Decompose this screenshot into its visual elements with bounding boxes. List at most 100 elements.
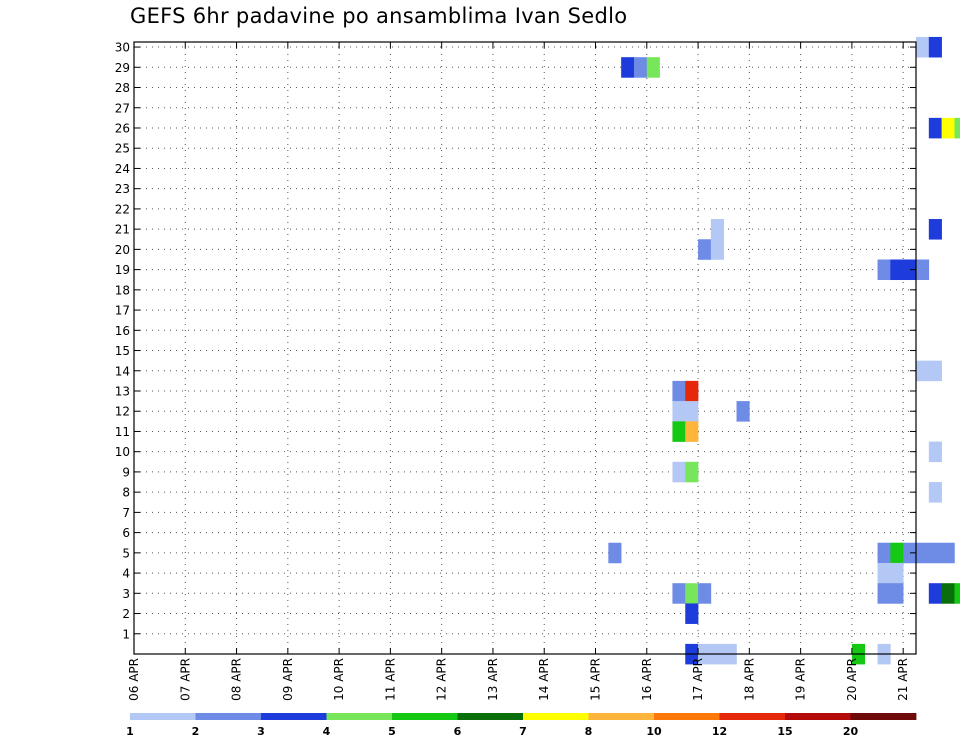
precip-cell bbox=[698, 583, 712, 604]
x-tick-label: 11 APR bbox=[383, 658, 397, 701]
precip-cell bbox=[941, 542, 955, 564]
colorbar-label: 8 bbox=[585, 725, 593, 738]
y-tick-label: 27 bbox=[115, 101, 130, 115]
y-tick-label: 24 bbox=[115, 162, 130, 176]
x-tick-label: 13 APR bbox=[486, 658, 500, 701]
colorbar-swatch bbox=[326, 713, 393, 720]
precip-cell bbox=[928, 482, 942, 503]
precip-cell bbox=[916, 36, 930, 58]
x-tick-label: 09 APR bbox=[281, 658, 295, 701]
precip-cell bbox=[685, 380, 699, 402]
x-tick-label: 10 APR bbox=[332, 658, 346, 701]
colorbar: 1 2 3 4 5 6 7 8 10 12 15 20 bbox=[126, 713, 917, 738]
y-tick-label: 19 bbox=[115, 263, 130, 277]
colorbar-label: 20 bbox=[843, 725, 859, 738]
precip-cell bbox=[633, 57, 648, 78]
y-tick-label: 7 bbox=[122, 506, 130, 520]
precip-cell bbox=[672, 401, 686, 422]
precip-cell bbox=[877, 562, 891, 584]
x-tick-label: 18 APR bbox=[742, 658, 756, 701]
precip-cell bbox=[672, 421, 686, 442]
colorbar-swatch bbox=[588, 713, 655, 720]
y-axis: 1234567891011121314151617181920212223242… bbox=[115, 41, 916, 641]
y-tick-label: 5 bbox=[122, 546, 130, 560]
plot-frame bbox=[133, 41, 917, 655]
precip-cell bbox=[685, 461, 699, 483]
y-tick-label: 16 bbox=[115, 324, 130, 338]
precip-cell bbox=[928, 36, 942, 58]
y-tick-label: 3 bbox=[122, 587, 130, 601]
precip-cell bbox=[710, 219, 725, 240]
precip-cell bbox=[877, 259, 891, 281]
y-tick-label: 10 bbox=[115, 445, 130, 459]
colorbar-label: 12 bbox=[712, 725, 727, 738]
y-tick-label: 18 bbox=[115, 283, 130, 297]
precip-cell bbox=[890, 259, 904, 281]
x-tick-label: 06 APR bbox=[127, 658, 141, 701]
colorbar-swatch bbox=[523, 713, 589, 720]
x-tick-label: 16 APR bbox=[640, 658, 654, 701]
x-tick-label: 14 APR bbox=[537, 658, 551, 701]
y-tick-label: 2 bbox=[122, 607, 130, 621]
colorbar-swatch bbox=[785, 713, 851, 720]
x-tick-label: 07 APR bbox=[178, 658, 192, 701]
precip-cell bbox=[928, 441, 942, 463]
colorbar-swatch bbox=[654, 713, 720, 720]
precip-cell bbox=[685, 583, 699, 604]
colorbar-swatch bbox=[261, 713, 327, 720]
y-tick-label: 25 bbox=[115, 142, 130, 156]
colorbar-swatch bbox=[457, 713, 524, 720]
x-tick-label: 08 APR bbox=[230, 658, 244, 701]
precip-cell bbox=[890, 542, 904, 564]
precip-cell bbox=[698, 239, 712, 260]
precip-cell bbox=[916, 542, 930, 564]
y-tick-label: 15 bbox=[115, 344, 130, 358]
precip-cell bbox=[877, 583, 891, 604]
precip-cell bbox=[941, 117, 955, 139]
y-tick-label: 28 bbox=[115, 81, 130, 95]
colorbar-swatch bbox=[392, 713, 458, 720]
precip-cell bbox=[621, 57, 635, 78]
precip-cell bbox=[890, 583, 904, 604]
precip-cell bbox=[928, 542, 942, 564]
y-tick-label: 13 bbox=[115, 384, 130, 398]
colorbar-label: 10 bbox=[646, 725, 662, 738]
x-tick-label: 20 APR bbox=[845, 658, 859, 701]
y-tick-label: 29 bbox=[115, 61, 130, 75]
precip-cell bbox=[941, 583, 955, 604]
precip-cell bbox=[877, 542, 891, 564]
precip-cell bbox=[672, 461, 686, 483]
colorbar-label: 3 bbox=[257, 725, 265, 738]
precip-cell bbox=[954, 117, 960, 139]
y-tick-label: 26 bbox=[115, 121, 130, 135]
y-tick-label: 23 bbox=[115, 182, 130, 196]
colorbar-label: 6 bbox=[454, 725, 462, 738]
precip-cell bbox=[890, 562, 904, 584]
precip-cell bbox=[954, 583, 960, 604]
x-tick-label: 17 APR bbox=[691, 658, 705, 701]
precip-cell bbox=[903, 259, 917, 281]
precip-cell bbox=[928, 219, 942, 240]
x-tick-label: 21 APR bbox=[896, 658, 910, 701]
colorbar-label: 1 bbox=[126, 725, 134, 738]
y-tick-label: 11 bbox=[115, 425, 130, 439]
precip-cell bbox=[916, 259, 930, 281]
y-tick-label: 8 bbox=[122, 486, 130, 500]
y-tick-label: 14 bbox=[115, 364, 130, 378]
precip-cell bbox=[646, 57, 660, 78]
colorbar-swatch bbox=[719, 713, 786, 720]
plot-border bbox=[133, 41, 917, 655]
precip-cell bbox=[685, 603, 699, 624]
chart-title: GEFS 6hr padavine po ansamblima Ivan Sed… bbox=[130, 4, 628, 28]
x-tick-label: 12 APR bbox=[435, 658, 449, 701]
y-tick-label: 12 bbox=[115, 405, 130, 419]
precip-cell bbox=[710, 239, 725, 260]
precipitation-cells bbox=[608, 36, 960, 665]
colorbar-label: 4 bbox=[323, 725, 331, 738]
precip-cell bbox=[736, 401, 750, 422]
colorbar-label: 15 bbox=[777, 725, 792, 738]
x-tick-label: 15 APR bbox=[589, 658, 603, 701]
precip-cell bbox=[672, 583, 686, 604]
x-tick-label: 19 APR bbox=[794, 658, 808, 701]
y-tick-label: 22 bbox=[115, 202, 130, 216]
